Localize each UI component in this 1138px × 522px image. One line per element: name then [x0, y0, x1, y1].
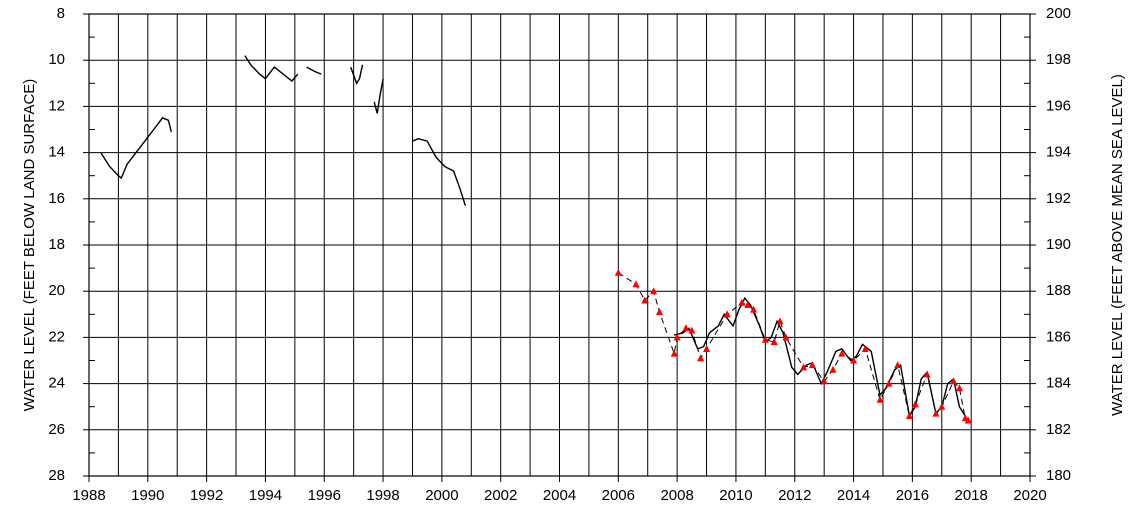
- data-point: [673, 333, 681, 341]
- y-tick-label: 26: [48, 421, 65, 438]
- data-point: [894, 361, 902, 369]
- y2-tick-label: 182: [1046, 421, 1071, 438]
- data-point: [911, 400, 919, 408]
- data-point: [964, 416, 972, 424]
- data-point: [820, 377, 828, 385]
- y-tick-label: 22: [48, 328, 65, 345]
- y2-tick-label: 194: [1046, 144, 1071, 161]
- y2-tick-label: 196: [1046, 97, 1071, 114]
- data-point: [750, 305, 758, 313]
- x-tick-label: 1994: [249, 487, 282, 504]
- x-tick-label: 1988: [72, 487, 105, 504]
- data-point: [876, 395, 884, 403]
- x-tick-label: 2000: [425, 487, 458, 504]
- x-tick-label: 1998: [366, 487, 399, 504]
- data-point: [650, 287, 658, 295]
- data-point: [688, 326, 696, 334]
- y-tick-label: 28: [48, 467, 65, 484]
- data-point: [738, 298, 746, 306]
- data-point: [761, 335, 769, 343]
- data-point: [885, 379, 893, 387]
- y-tick-label: 18: [48, 236, 65, 253]
- x-tick-label: 2006: [602, 487, 635, 504]
- x-tick-label: 2002: [484, 487, 517, 504]
- y2-axis-title: WATER LEVEL (FEET ABOVE MEAN SEA LEVEL): [1109, 74, 1126, 416]
- y-tick-label: 16: [48, 190, 65, 207]
- y2-tick-label: 186: [1046, 328, 1071, 345]
- y-tick-label: 24: [48, 375, 65, 392]
- y2-tick-label: 188: [1046, 282, 1071, 299]
- series-line: [100, 55, 969, 421]
- y2-tick-label: 180: [1046, 467, 1071, 484]
- x-tick-label: 2014: [837, 487, 870, 504]
- data-point: [744, 301, 752, 309]
- data-point: [703, 344, 711, 352]
- data-point: [770, 338, 778, 346]
- data-point: [782, 333, 790, 341]
- data-point: [932, 409, 940, 417]
- data-point: [808, 361, 816, 369]
- data-point: [697, 354, 705, 362]
- x-tick-label: 1992: [190, 487, 223, 504]
- y2-tick-label: 198: [1046, 51, 1071, 68]
- y-tick-label: 8: [57, 5, 65, 22]
- data-point: [955, 384, 963, 392]
- data-point: [641, 296, 649, 304]
- data-point: [682, 324, 690, 332]
- data-point: [776, 317, 784, 325]
- data-point: [800, 363, 808, 371]
- y2-tick-label: 200: [1046, 5, 1071, 22]
- data-point: [838, 349, 846, 357]
- data-point: [670, 349, 678, 357]
- data-point: [614, 268, 622, 276]
- x-tick-label: 2010: [719, 487, 752, 504]
- x-tick-label: 2012: [778, 487, 811, 504]
- data-point: [950, 377, 958, 385]
- data-point: [632, 280, 640, 288]
- x-tick-label: 1990: [131, 487, 164, 504]
- y-tick-label: 14: [48, 144, 65, 161]
- x-tick-label: 2018: [955, 487, 988, 504]
- data-point: [723, 310, 731, 318]
- y-tick-label: 10: [48, 51, 65, 68]
- data-point: [655, 307, 663, 315]
- data-point: [829, 365, 837, 373]
- y-tick-label: 20: [48, 282, 65, 299]
- data-point: [905, 411, 913, 419]
- data-point: [861, 344, 869, 352]
- y2-tick-label: 184: [1046, 375, 1071, 392]
- x-tick-label: 2020: [1013, 487, 1046, 504]
- data-point: [923, 370, 931, 378]
- x-tick-label: 2008: [660, 487, 693, 504]
- x-tick-label: 1996: [308, 487, 341, 504]
- y-tick-label: 12: [48, 97, 65, 114]
- y2-tick-label: 192: [1046, 190, 1071, 207]
- x-tick-label: 2004: [543, 487, 576, 504]
- y2-tick-label: 190: [1046, 236, 1071, 253]
- plot-frame: [88, 13, 1031, 477]
- y-axis-title: WATER LEVEL (FEET BELOW LAND SURFACE): [21, 79, 38, 412]
- data-point: [938, 402, 946, 410]
- data-point: [850, 356, 858, 364]
- series-line: [618, 272, 969, 421]
- x-tick-label: 2016: [896, 487, 929, 504]
